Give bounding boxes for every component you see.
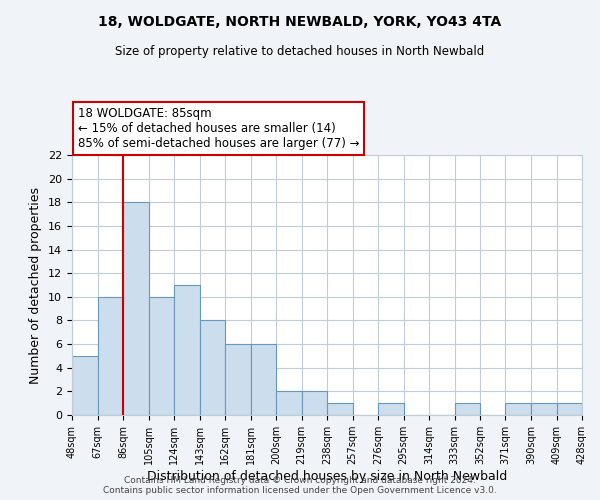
Bar [174, 285, 199, 415]
Text: 18 WOLDGATE: 85sqm
← 15% of detached houses are smaller (14)
85% of semi-detache: 18 WOLDGATE: 85sqm ← 15% of detached hou… [78, 107, 359, 150]
Bar [531, 403, 557, 415]
Text: Contains public sector information licensed under the Open Government Licence v3: Contains public sector information licen… [103, 486, 497, 495]
Y-axis label: Number of detached properties: Number of detached properties [29, 186, 43, 384]
Text: 18, WOLDGATE, NORTH NEWBALD, YORK, YO43 4TA: 18, WOLDGATE, NORTH NEWBALD, YORK, YO43 … [98, 15, 502, 29]
Bar [97, 297, 123, 415]
Bar [505, 403, 531, 415]
Bar [199, 320, 225, 415]
Bar [123, 202, 149, 415]
Bar [557, 403, 582, 415]
Bar [225, 344, 251, 415]
Bar [378, 403, 404, 415]
X-axis label: Distribution of detached houses by size in North Newbald: Distribution of detached houses by size … [147, 470, 507, 483]
Bar [327, 403, 353, 415]
Bar [72, 356, 97, 415]
Bar [276, 392, 302, 415]
Bar [302, 392, 327, 415]
Text: Size of property relative to detached houses in North Newbald: Size of property relative to detached ho… [115, 45, 485, 58]
Bar [251, 344, 276, 415]
Text: Contains HM Land Registry data © Crown copyright and database right 2024.: Contains HM Land Registry data © Crown c… [124, 476, 476, 485]
Bar [149, 297, 174, 415]
Bar [455, 403, 480, 415]
